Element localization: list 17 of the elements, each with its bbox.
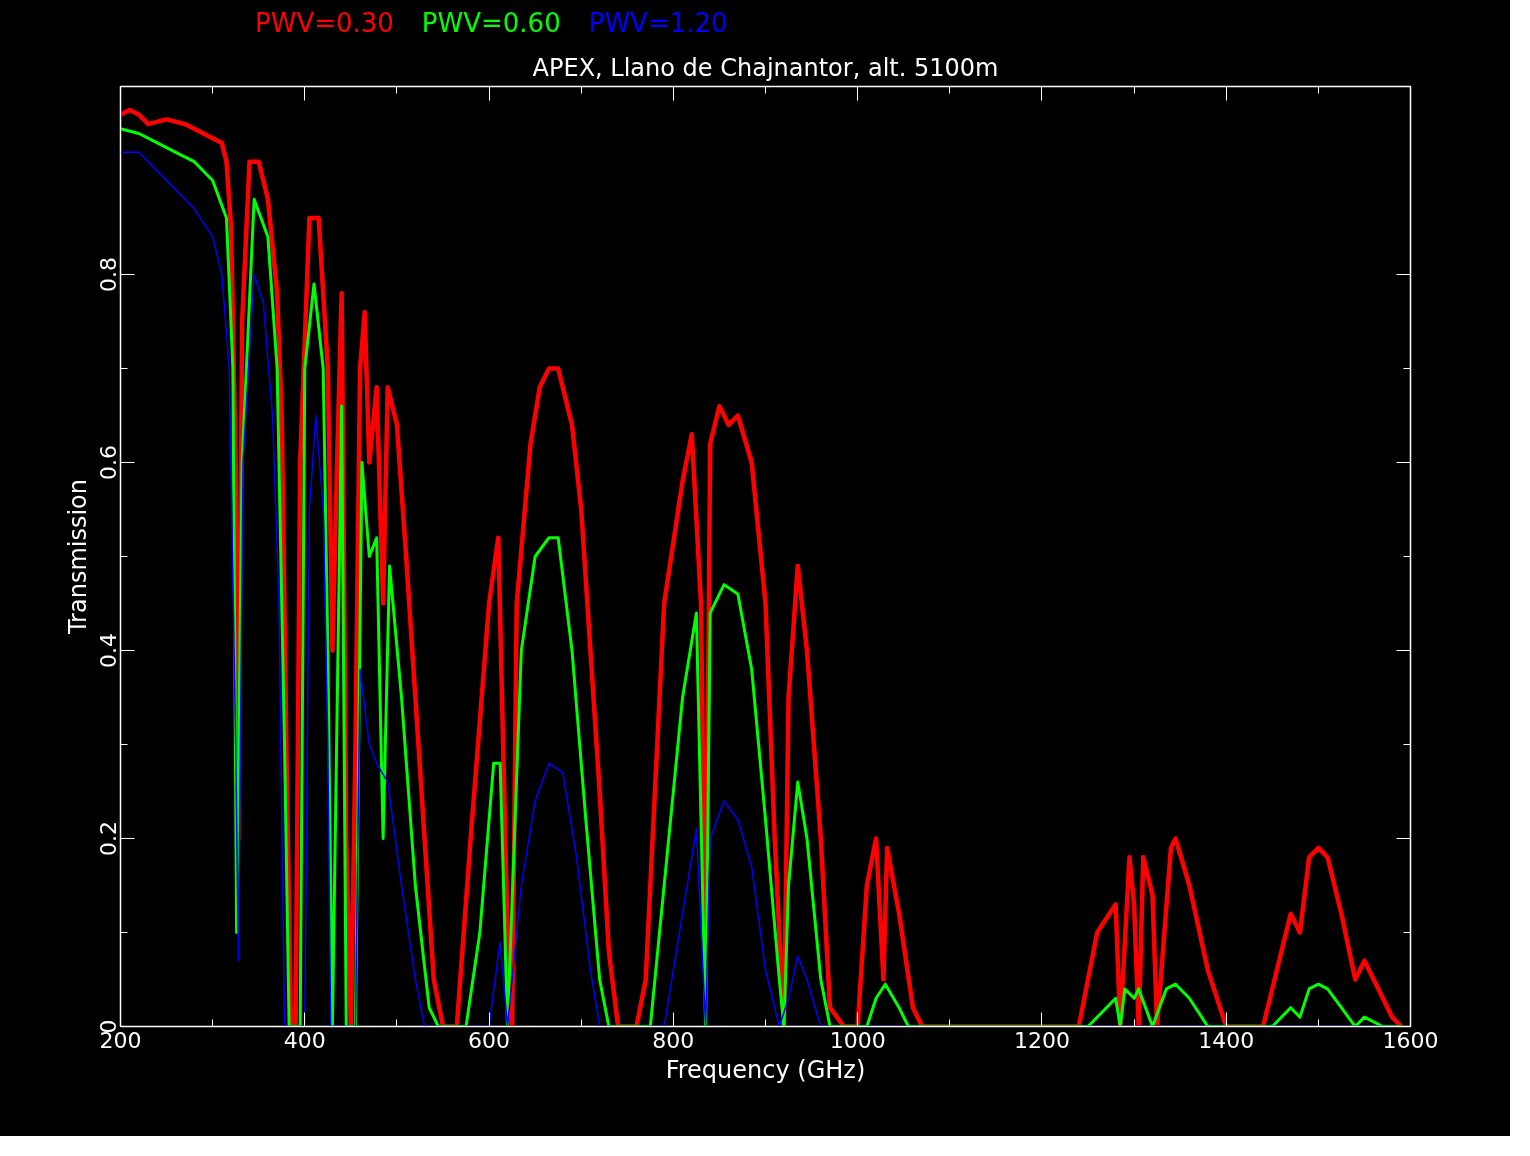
text: PWV=0.60	[421, 8, 561, 38]
text: PWV=0.30	[255, 8, 394, 38]
x-tick-label: 1200	[1013, 1027, 1070, 1053]
y-axis-title: Transmission	[63, 478, 92, 636]
y-tick-label: 0.8	[95, 256, 121, 292]
x-tick-label: 1600	[1382, 1027, 1439, 1053]
y-tick-label: 0.6	[95, 444, 121, 480]
x-tick-label: 800	[652, 1027, 695, 1053]
x-tick-label: 1400	[1198, 1027, 1255, 1053]
x-tick-label: 600	[468, 1027, 511, 1053]
chart-title: APEX, Llano de Chajnantor, alt. 5100m	[532, 53, 999, 82]
y-tick-label: 0.4	[95, 632, 121, 668]
x-axis-title: Frequency (GHz)	[665, 1055, 866, 1084]
y-tick-label: 0.2	[95, 820, 121, 856]
text: PWV=1.20	[588, 8, 728, 38]
x-tick-label: 1000	[829, 1027, 886, 1053]
x-tick-label: 400	[283, 1027, 326, 1053]
